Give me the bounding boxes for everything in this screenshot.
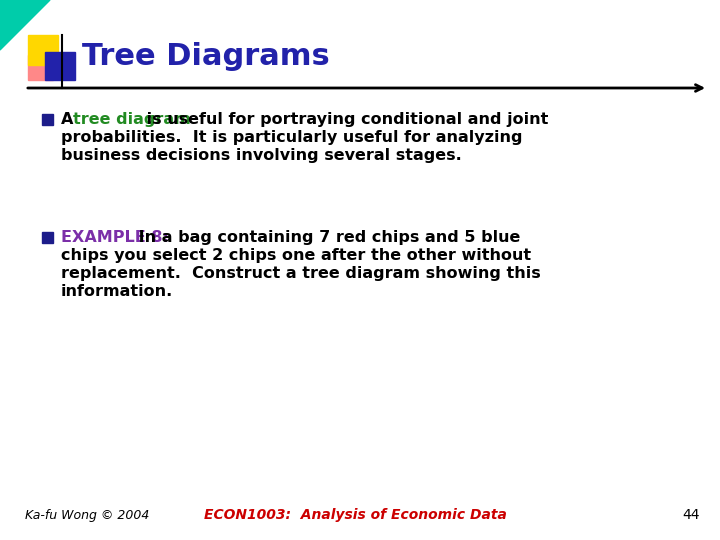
Text: ECON1003:  Analysis of Economic Data: ECON1003: Analysis of Economic Data bbox=[204, 508, 506, 522]
Bar bbox=[42, 114, 53, 125]
Text: chips you select 2 chips one after the other without: chips you select 2 chips one after the o… bbox=[61, 248, 531, 263]
Polygon shape bbox=[0, 0, 50, 50]
Text: Ka-fu Wong © 2004: Ka-fu Wong © 2004 bbox=[25, 509, 149, 522]
Text: information.: information. bbox=[61, 284, 174, 299]
Bar bbox=[42, 232, 53, 243]
Text: replacement.  Construct a tree diagram showing this: replacement. Construct a tree diagram sh… bbox=[61, 266, 541, 281]
Text: A: A bbox=[61, 112, 79, 127]
Bar bbox=[28, 35, 58, 65]
Text: EXAMPLE 8:: EXAMPLE 8: bbox=[61, 230, 169, 245]
Text: In a bag containing 7 red chips and 5 blue: In a bag containing 7 red chips and 5 bl… bbox=[133, 230, 521, 245]
Text: is useful for portraying conditional and joint: is useful for portraying conditional and… bbox=[141, 112, 549, 127]
Text: tree diagram: tree diagram bbox=[73, 112, 191, 127]
Bar bbox=[28, 55, 53, 80]
Bar bbox=[45, 52, 75, 80]
Text: business decisions involving several stages.: business decisions involving several sta… bbox=[61, 148, 462, 163]
Text: 44: 44 bbox=[683, 508, 700, 522]
Text: Tree Diagrams: Tree Diagrams bbox=[82, 42, 330, 71]
Text: probabilities.  It is particularly useful for analyzing: probabilities. It is particularly useful… bbox=[61, 130, 523, 145]
